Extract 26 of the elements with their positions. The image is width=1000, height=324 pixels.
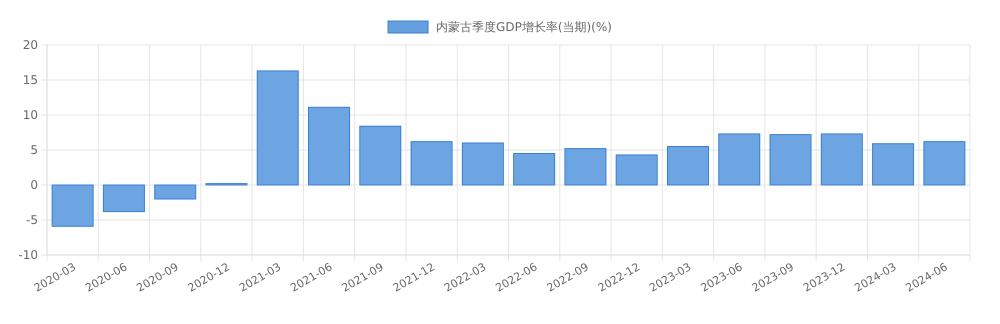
bar	[154, 184, 196, 200]
bar	[923, 141, 966, 186]
legend: 内蒙古季度GDP增长率(当期)(%)	[388, 20, 612, 34]
bar	[52, 184, 94, 227]
bar	[102, 184, 145, 212]
bar	[462, 142, 504, 186]
y-tick-label: -5	[26, 213, 38, 227]
bar	[666, 146, 709, 186]
y-tick-label: 20	[22, 38, 38, 52]
bar	[513, 153, 556, 186]
y-tick-label: 5	[30, 143, 38, 157]
bar	[770, 134, 812, 186]
bar	[820, 133, 863, 186]
legend-label: 内蒙古季度GDP增长率(当期)(%)	[436, 20, 612, 34]
bar	[616, 154, 658, 186]
y-tick-label: -10	[18, 248, 38, 262]
bar	[308, 106, 350, 186]
bar	[872, 143, 914, 186]
y-tick-label: 15	[22, 73, 38, 87]
bar	[410, 141, 453, 186]
bar	[564, 148, 606, 186]
y-tick-label: 0	[30, 178, 38, 192]
bar	[718, 133, 760, 186]
y-tick-label: 10	[22, 108, 38, 122]
bar	[256, 70, 299, 186]
bar	[359, 126, 402, 186]
